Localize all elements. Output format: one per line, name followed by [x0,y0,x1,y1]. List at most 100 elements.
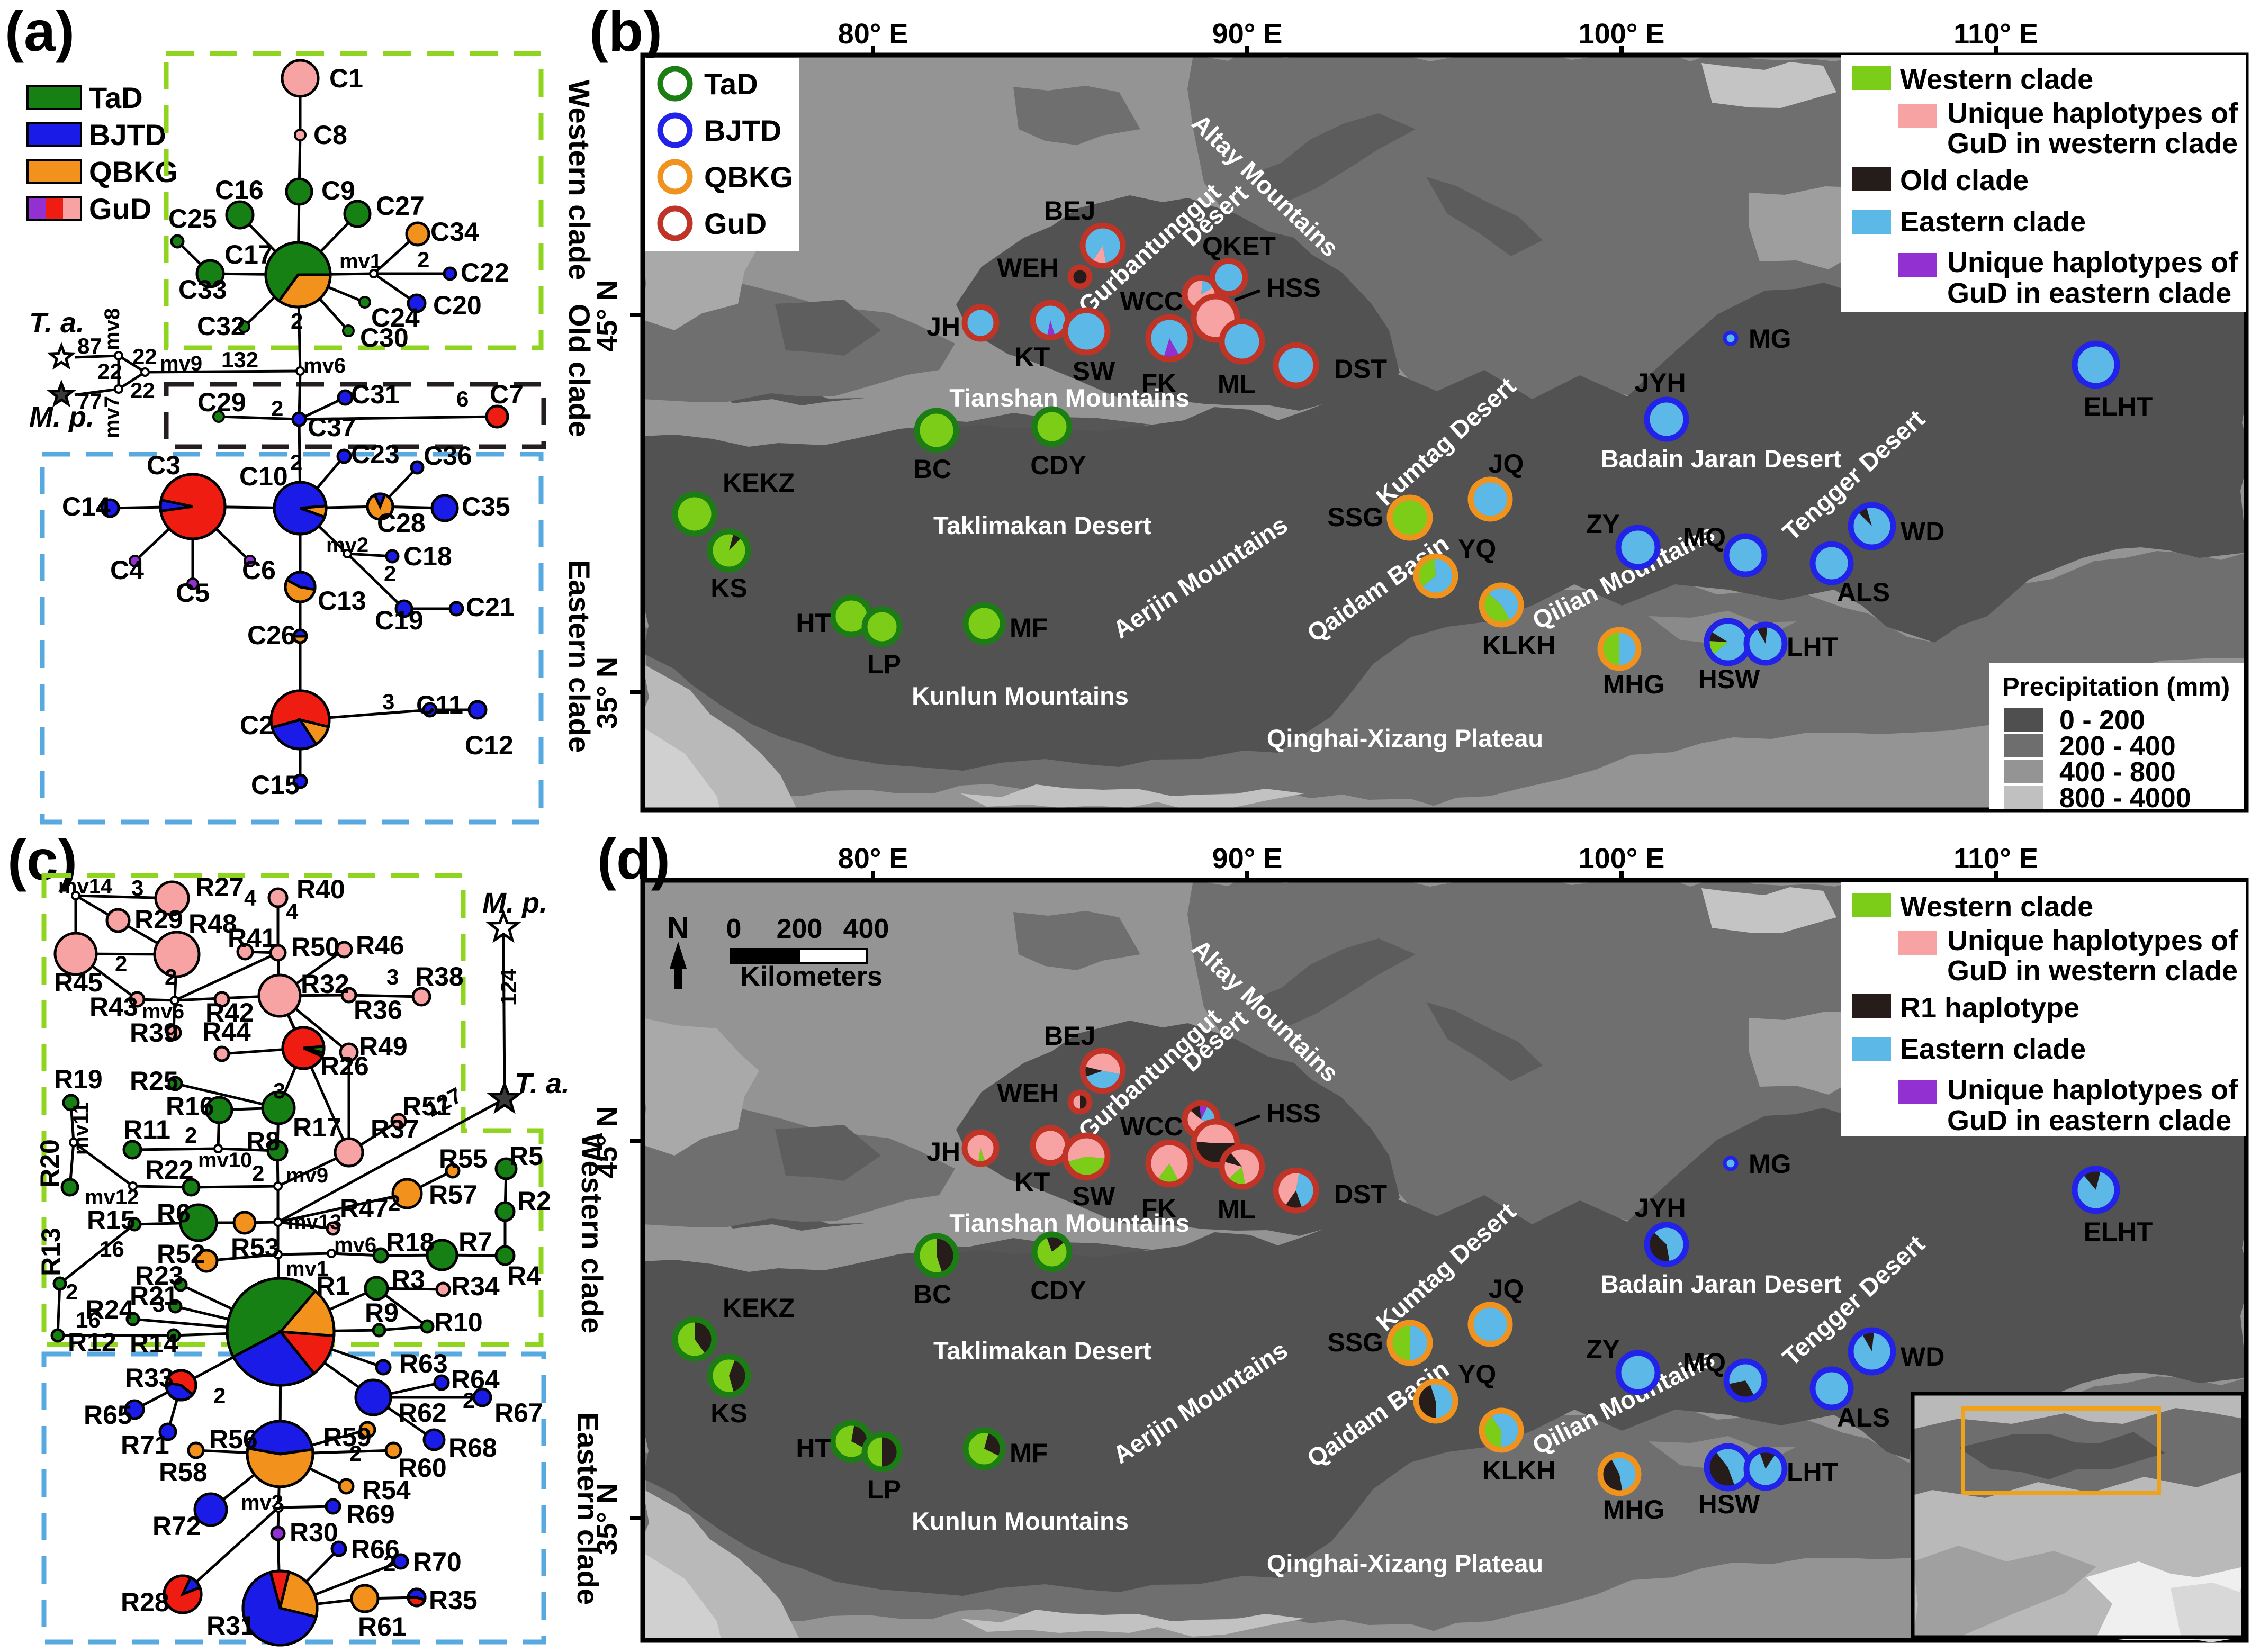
svg-text:Unique haplotypes of: Unique haplotypes of [1947,1074,2238,1106]
svg-text:C27: C27 [376,191,425,221]
svg-text:2: 2 [213,1383,226,1408]
svg-text:3: 3 [386,964,399,989]
svg-text:mv6: mv6 [303,354,346,377]
svg-text:R34: R34 [451,1271,500,1301]
svg-text:C33: C33 [178,275,227,304]
svg-text:GuD in eastern clade: GuD in eastern clade [1947,277,2231,309]
svg-text:R43: R43 [89,992,138,1022]
svg-text:0: 0 [726,914,742,944]
svg-text:mv10: mv10 [198,1149,252,1172]
svg-text:Tianshan Mountains: Tianshan Mountains [949,384,1190,412]
svg-text:QBKG: QBKG [704,160,793,194]
svg-text:R63: R63 [399,1349,448,1378]
svg-text:C5: C5 [176,578,210,608]
svg-text:35° N: 35° N [591,657,623,729]
svg-text:Eastern clade: Eastern clade [1900,206,2086,238]
svg-text:JH: JH [926,312,960,341]
svg-text:90° E: 90° E [1212,18,1283,50]
svg-text:T. a.: T. a. [515,1068,570,1099]
svg-text:mv13: mv13 [287,1211,341,1234]
svg-text:R11: R11 [123,1115,170,1144]
svg-text:77: 77 [77,389,102,413]
svg-text:3: 3 [131,875,143,900]
svg-text:SW: SW [1073,1181,1115,1211]
svg-text:Old clade: Old clade [563,304,596,437]
svg-text:R13: R13 [36,1227,66,1276]
svg-text:Unique haplotypes of: Unique haplotypes of [1947,97,2238,129]
svg-text:R50: R50 [291,932,340,962]
svg-text:C25: C25 [168,204,217,233]
svg-text:R6: R6 [157,1198,191,1228]
svg-text:2: 2 [252,1161,264,1186]
svg-text:R59: R59 [323,1422,372,1452]
svg-text:R9: R9 [365,1298,399,1328]
svg-text:R36: R36 [354,995,402,1025]
svg-text:R64: R64 [451,1365,500,1394]
svg-text:BEJ: BEJ [1044,196,1095,225]
svg-text:ZY: ZY [1586,509,1620,539]
svg-text:WCC: WCC [1120,286,1183,316]
svg-text:R27: R27 [195,872,244,902]
svg-text:0 - 200: 0 - 200 [2059,705,2145,736]
svg-text:22: 22 [130,378,155,403]
svg-text:R51: R51 [402,1091,451,1121]
svg-text:WEH: WEH [997,253,1059,283]
svg-text:45° N: 45° N [591,1106,623,1178]
svg-text:Western clade: Western clade [575,1133,609,1334]
svg-text:C17: C17 [224,240,273,269]
svg-text:WEH: WEH [997,1078,1059,1108]
svg-text:R20: R20 [35,1139,65,1188]
svg-text:MHG: MHG [1603,670,1665,699]
svg-text:R19: R19 [54,1064,103,1094]
svg-text:mv6: mv6 [142,1000,184,1023]
svg-text:2: 2 [463,1388,475,1413]
svg-text:mv9: mv9 [286,1164,328,1187]
svg-text:Qinghai-Xizang Plateau: Qinghai-Xizang Plateau [1267,724,1543,752]
svg-text:C15: C15 [251,770,300,800]
svg-text:R67: R67 [494,1398,543,1428]
svg-text:KEKZ: KEKZ [723,1293,795,1323]
svg-text:R10: R10 [434,1307,483,1337]
svg-text:100° E: 100° E [1579,18,1665,50]
svg-text:WD: WD [1901,517,1944,546]
svg-text:Kunlun Mountains: Kunlun Mountains [912,1507,1129,1535]
svg-text:JQ: JQ [1489,1274,1524,1304]
svg-text:mv7: mv7 [101,396,124,438]
svg-text:mv8: mv8 [101,308,124,350]
svg-text:ZY: ZY [1586,1334,1620,1364]
svg-text:800 - 4000: 800 - 4000 [2059,783,2191,814]
svg-text:Eastern clade: Eastern clade [563,560,596,753]
svg-text:R22: R22 [145,1155,194,1185]
svg-text:WD: WD [1901,1342,1944,1371]
svg-text:400 - 800: 400 - 800 [2059,757,2176,788]
svg-text:HSS: HSS [1266,273,1321,303]
svg-text:FK: FK [1141,368,1177,398]
svg-text:R71: R71 [121,1430,169,1460]
svg-text:4: 4 [244,886,257,910]
svg-text:80° E: 80° E [838,18,908,50]
svg-text:R52: R52 [157,1239,205,1269]
svg-text:HSW: HSW [1698,1489,1760,1519]
svg-text:R69: R69 [346,1500,395,1529]
svg-text:C2: C2 [240,710,274,740]
svg-text:mv1: mv1 [286,1257,328,1280]
svg-text:C18: C18 [403,541,452,571]
svg-text:(a): (a) [5,0,75,63]
svg-text:M. p.: M. p. [482,887,547,919]
svg-text:3: 3 [152,1292,165,1316]
svg-text:C34: C34 [430,217,479,247]
svg-text:GuD: GuD [89,192,151,225]
svg-text:R40: R40 [296,874,345,904]
svg-text:HSS: HSS [1266,1098,1321,1128]
svg-text:200: 200 [777,914,823,944]
svg-text:35° N: 35° N [591,1483,623,1555]
svg-text:LHT: LHT [1787,1457,1838,1487]
svg-text:YQ: YQ [1458,534,1496,564]
svg-text:R28: R28 [121,1587,169,1617]
svg-text:M. p.: M. p. [29,401,94,433]
svg-text:ALS: ALS [1837,577,1890,607]
svg-text:R29: R29 [134,905,183,934]
svg-text:mv14: mv14 [58,875,113,898]
svg-text:R61: R61 [358,1612,407,1641]
svg-text:BEJ: BEJ [1044,1021,1095,1051]
